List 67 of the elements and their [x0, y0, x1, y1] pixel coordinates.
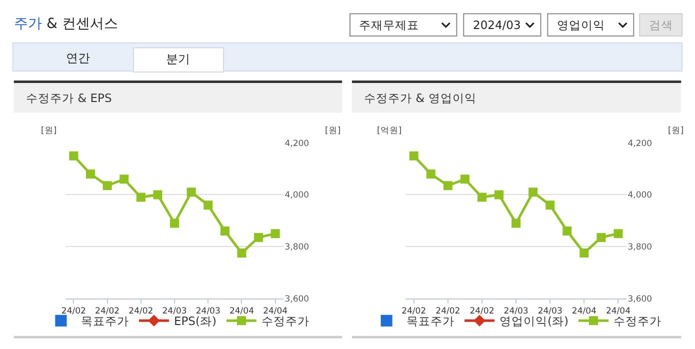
- x-tick-label: 24/02: [128, 306, 154, 317]
- point: [546, 200, 555, 210]
- x-tick-label: 24/02: [95, 306, 120, 317]
- y2-axis-title: [원]: [325, 126, 341, 136]
- legend-label: 목표주가: [80, 314, 129, 328]
- point: [204, 200, 213, 210]
- point: [460, 174, 470, 184]
- point: [580, 248, 589, 258]
- point: [237, 248, 246, 258]
- chart-title: 수정주가 & EPS: [26, 91, 112, 105]
- point: [186, 188, 196, 197]
- x-tick-label: 24/02: [436, 306, 460, 317]
- x-tick-label: 24/02: [402, 306, 426, 317]
- legend-label: 목표주가: [406, 314, 455, 328]
- point: [86, 169, 95, 178]
- legend-label: 영업이익(좌): [500, 314, 569, 328]
- text: 연간: [66, 51, 90, 65]
- y2-axis-title: [원]: [668, 126, 684, 136]
- y-axis-title: [원]: [41, 126, 57, 136]
- point: [120, 174, 129, 184]
- point: [69, 151, 78, 160]
- legend-label: 수정주가: [614, 314, 662, 328]
- x-tick-label: 24/04: [229, 306, 254, 317]
- text: 분기: [166, 52, 190, 66]
- y2-tick-label: 4,200: [284, 138, 310, 149]
- point: [443, 181, 452, 190]
- x-tick-label: 24/03: [196, 306, 220, 317]
- text: 주가 & 컨센서스: [14, 16, 118, 32]
- y2-tick-label: 3,600: [284, 294, 310, 304]
- x-tick-label: 24/02: [61, 306, 86, 317]
- point: [614, 229, 623, 238]
- point: [494, 190, 504, 200]
- point: [270, 229, 280, 238]
- point: [562, 226, 572, 236]
- x-tick-label: 24/04: [572, 306, 596, 317]
- y-axis-title: [억원]: [377, 126, 402, 136]
- point: [512, 218, 521, 228]
- text: 검색: [649, 18, 673, 32]
- text: 영업이익: [557, 18, 605, 32]
- point: [153, 190, 162, 200]
- point: [528, 188, 538, 197]
- point: [426, 169, 436, 178]
- y2-tick-label: 4,200: [628, 138, 652, 149]
- point: [409, 151, 418, 160]
- chart-title: 수정주가 & 영업이익: [364, 91, 476, 105]
- x-tick-label: 24/04: [263, 306, 288, 317]
- x-tick-label: 24/03: [538, 306, 562, 317]
- y2-tick-label: 3,800: [628, 242, 652, 252]
- point: [136, 192, 146, 202]
- x-tick-label: 24/02: [470, 306, 494, 317]
- text: 2024/03: [473, 18, 521, 32]
- y2-tick-label: 3,800: [284, 242, 310, 252]
- point: [170, 218, 180, 228]
- point: [254, 232, 264, 242]
- point: [477, 192, 486, 202]
- point: [102, 181, 112, 190]
- text: 주재무제표: [359, 18, 419, 32]
- x-tick-label: 24/04: [606, 306, 630, 317]
- y2-tick-label: 4,000: [284, 190, 310, 201]
- y2-tick-label: 4,000: [628, 190, 652, 201]
- legend-label: EPS(좌): [174, 314, 216, 328]
- legend-label: 수정주가: [261, 314, 310, 328]
- y2-tick-label: 3,600: [628, 294, 652, 304]
- x-tick-label: 24/03: [162, 306, 187, 317]
- point: [220, 226, 230, 236]
- x-tick-label: 24/03: [504, 306, 528, 317]
- point: [596, 232, 606, 242]
